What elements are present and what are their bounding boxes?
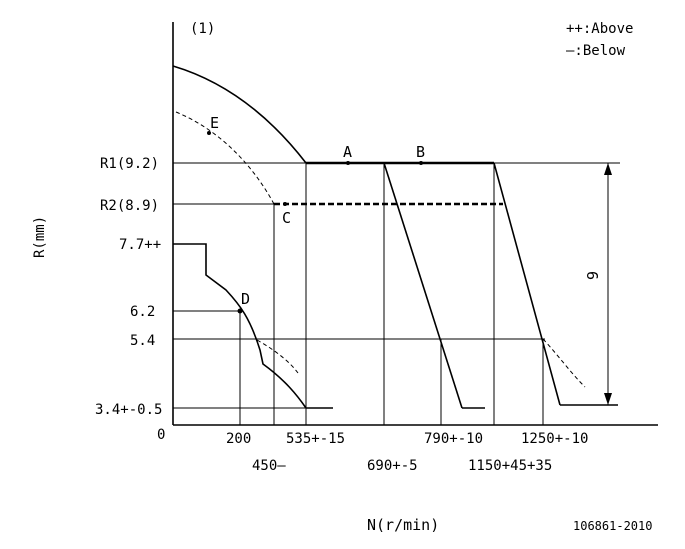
x-label-1150: 1150+45+35 — [468, 458, 552, 474]
dimension-arrow-top — [604, 163, 612, 175]
y-label-zero: 0 — [157, 427, 165, 443]
dimension-arrow-bottom — [604, 393, 612, 405]
point-b-label: B — [416, 143, 425, 161]
figure-label: (1) — [190, 21, 215, 37]
x-label-690: 690+-5 — [367, 458, 418, 474]
dimension-label: 9 — [584, 271, 602, 280]
point-d-marker — [237, 308, 243, 314]
point-a-marker — [346, 161, 350, 165]
point-e-marker — [207, 131, 211, 135]
point-c-marker — [283, 202, 287, 206]
point-e-label: E — [210, 114, 219, 132]
x-label-200: 200 — [226, 431, 251, 447]
point-d-label: D — [241, 290, 250, 308]
y-axis-title: R(mm) — [32, 216, 48, 258]
y-label-7-7: 7.7++ — [119, 237, 161, 253]
legend-above: ++:Above — [566, 21, 633, 37]
x-label-790: 790+-10 — [424, 431, 483, 447]
y-label-6-2: 6.2 — [130, 304, 155, 320]
curve-upper-below — [175, 111, 275, 205]
governor-dashed-tail — [542, 338, 586, 388]
curve-upper-above — [172, 65, 307, 164]
y-label-r1: R1(9.2) — [100, 156, 159, 172]
y-label-5-4: 5.4 — [130, 333, 155, 349]
start-curve — [173, 243, 333, 409]
y-label-r2: R2(8.9) — [100, 198, 159, 214]
point-c-label: C — [282, 209, 291, 227]
y-label-3-4: 3.4+-0.5 — [95, 402, 162, 418]
doc-number: 106861-2010 — [573, 519, 652, 533]
legend-below: —:Below — [566, 43, 626, 59]
x-label-1250: 1250+-10 — [521, 431, 588, 447]
start-curve-dashed — [256, 339, 299, 374]
governor-slope-1 — [383, 162, 463, 409]
point-b-marker — [419, 161, 423, 165]
x-label-535: 535+-15 — [286, 431, 345, 447]
x-label-450: 450— — [252, 458, 286, 474]
point-a-label: A — [343, 143, 352, 161]
governor-slope-2 — [493, 162, 561, 406]
x-axis-title: N(r/min) — [367, 516, 439, 534]
